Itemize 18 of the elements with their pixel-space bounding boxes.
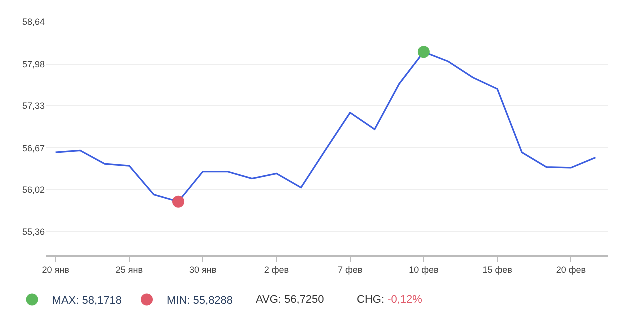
text: AVG: 56,7250 (256, 294, 324, 306)
text: CHG: -0,12% (357, 294, 423, 306)
y-tick-label: 58,64 (22, 17, 45, 28)
legend-label: MIN: 55,8288 (167, 295, 234, 308)
x-tick-label: 20 фев (556, 264, 586, 275)
x-tick-label: 2 фев (264, 264, 290, 275)
legend-label: MAX: 58,1718 (52, 295, 122, 308)
y-tick-label: 56,02 (22, 184, 45, 195)
y-tick-label: 57,98 (22, 59, 45, 70)
y-tick-label: 57,33 (22, 101, 45, 111)
x-tick-label: 7 фев (338, 264, 363, 275)
y-tick-label: 56,67 (22, 143, 45, 154)
x-tick-label: 10 фев (409, 264, 440, 275)
x-tick-label: 25 янв (116, 264, 144, 275)
x-tick-label: 15 фев (482, 264, 513, 275)
x-tick-label: 20 янв (42, 264, 70, 275)
y-tick-label: 55,36 (22, 227, 45, 238)
x-tick-label: 30 янв (190, 264, 217, 275)
